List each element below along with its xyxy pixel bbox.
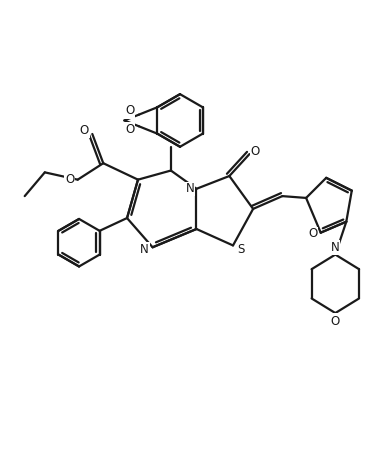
Text: O: O (331, 315, 340, 327)
Text: O: O (250, 146, 260, 159)
Text: O: O (125, 123, 134, 136)
Text: N: N (331, 241, 340, 255)
Text: N: N (331, 241, 340, 254)
Text: O: O (308, 227, 317, 240)
Text: S: S (237, 243, 245, 256)
Text: O: O (125, 105, 134, 118)
Text: O: O (308, 227, 317, 240)
Text: O: O (80, 124, 89, 137)
Text: N: N (186, 182, 194, 195)
Text: N: N (186, 182, 194, 195)
Text: S: S (237, 243, 244, 256)
Text: O: O (125, 104, 134, 117)
Text: N: N (140, 243, 149, 256)
Text: O: O (125, 124, 134, 136)
Text: O: O (331, 314, 340, 327)
Text: N: N (141, 243, 150, 256)
Text: O: O (80, 125, 89, 137)
Text: O: O (250, 145, 260, 158)
Text: O: O (65, 173, 74, 186)
Text: O: O (65, 173, 74, 186)
